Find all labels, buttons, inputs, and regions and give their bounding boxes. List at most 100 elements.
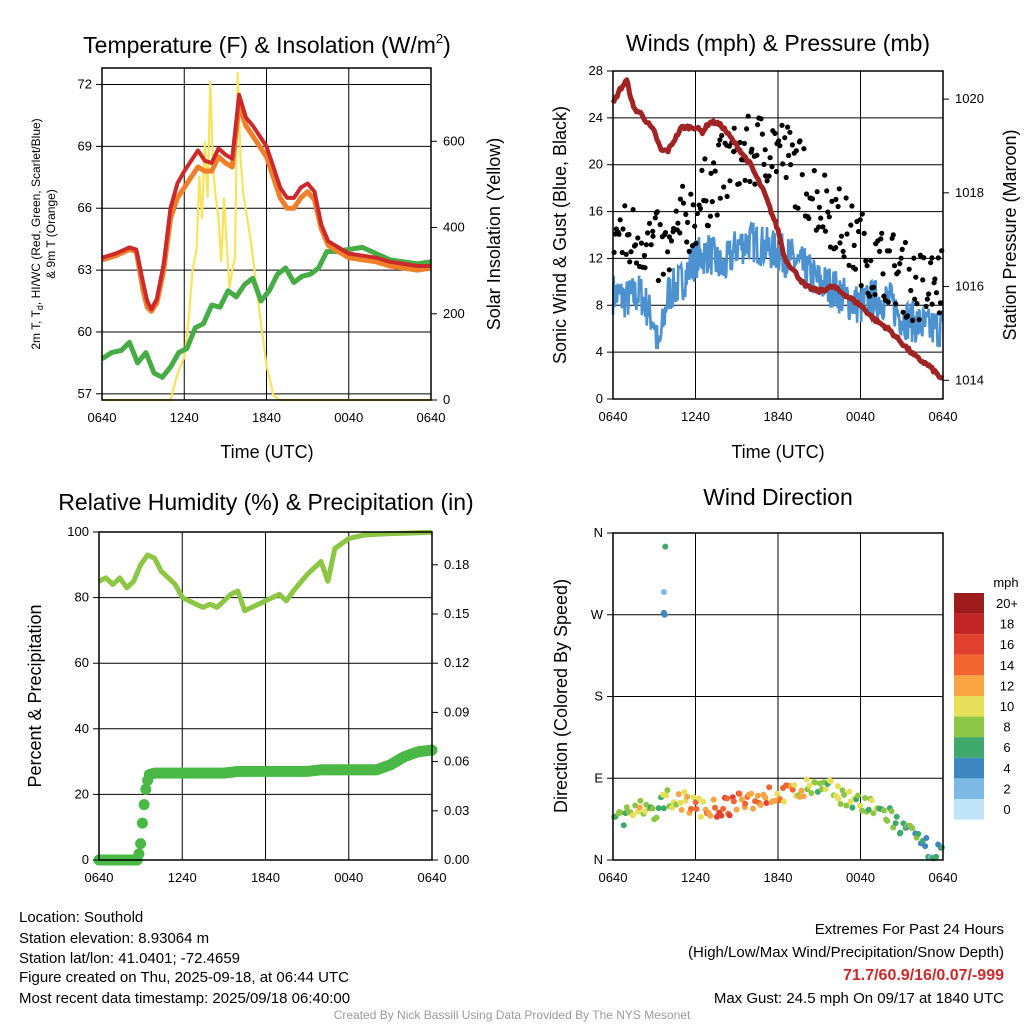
direction-point <box>909 825 916 832</box>
gust-point <box>921 255 927 261</box>
direction-point <box>663 792 669 799</box>
gust-point <box>717 137 723 143</box>
humidity-y2-tick-label: 0.18 <box>444 557 469 572</box>
gust-point <box>908 287 914 294</box>
direction-point <box>834 783 841 790</box>
gust-point <box>913 274 919 280</box>
gust-point <box>816 204 823 210</box>
gust-point <box>833 245 839 251</box>
direction-point <box>660 805 667 812</box>
gust-point <box>786 152 792 159</box>
colorbar-swatch <box>954 716 984 738</box>
colorbar-swatch <box>954 593 984 614</box>
colorbar-title: mph <box>993 575 1018 590</box>
direction-point <box>623 804 630 811</box>
gust-point <box>935 255 941 261</box>
humidity-y-tick-label: 20 <box>75 786 89 801</box>
gust-point <box>897 261 903 267</box>
gust-point <box>811 168 817 174</box>
direction-point <box>897 829 904 836</box>
temperature-y-tick-label: 72 <box>78 76 92 91</box>
colorbar-swatch <box>954 778 984 799</box>
gust-point <box>893 301 899 307</box>
gust-point <box>861 230 867 236</box>
gust-point <box>789 142 796 148</box>
gust-point <box>868 258 874 264</box>
gust-point <box>799 172 805 178</box>
temperature-y-axis-label-line2: & 9m T (Orange) <box>44 189 58 279</box>
gust-point <box>692 223 698 229</box>
direction-y-tick-label: E <box>594 770 603 785</box>
gust-point <box>745 113 751 119</box>
precipitation-point <box>138 799 150 811</box>
direction-point <box>684 793 691 800</box>
gust-point <box>741 140 748 146</box>
wind-panel-title: Winds (mph) & Pressure (mb) <box>626 30 930 56</box>
gust-point <box>783 174 789 181</box>
direction-point <box>688 805 694 812</box>
direction-point <box>636 804 643 811</box>
direction-point <box>720 805 727 812</box>
gust-point <box>747 178 753 185</box>
precipitation-point <box>136 817 148 829</box>
gust-point <box>818 215 824 221</box>
direction-point <box>843 802 850 809</box>
humidity-ticks: 0640 1240 1840 0040 0640 0 20 40 60 80 100 0.00 0.03… <box>67 524 469 885</box>
direction-point <box>865 806 872 813</box>
humidity-grid <box>98 531 433 861</box>
wind-x-tick-label: 0640 <box>599 409 628 424</box>
direction-point <box>888 808 895 815</box>
station-latlon: Station lat/lon: 41.0401; -72.4659 <box>19 950 240 967</box>
wind-y-axis-label: Sonic Wind & Gust (Blue, Black) <box>550 106 570 364</box>
direction-point <box>681 789 688 795</box>
temperature-x-tick-label: 0640 <box>88 410 117 425</box>
gust-point <box>635 235 641 241</box>
gust-point <box>803 191 810 197</box>
wind-x-tick-label: 1840 <box>764 409 793 424</box>
gust-point <box>837 240 843 246</box>
gust-point <box>708 170 714 176</box>
relative-humidity-line <box>97 529 433 614</box>
gust-point <box>686 248 692 254</box>
direction-point <box>653 814 660 821</box>
wind-plot-frame <box>612 70 944 400</box>
direction-point <box>803 776 810 783</box>
wind-y-tick-label: 28 <box>589 63 603 78</box>
direction-point <box>763 800 770 806</box>
direction-y-tick-label: S <box>594 689 603 704</box>
gust-point <box>772 130 778 136</box>
wind-ticks: 0640 1240 1840 0040 0640 0 4 8 12 16 20 24 28 1014 101… <box>589 63 984 424</box>
gust-point <box>833 196 839 202</box>
humidity-panel: Relative Humidity (%) & Precipitation (i… <box>25 489 474 885</box>
direction-point <box>800 793 807 800</box>
direction-point <box>846 788 853 795</box>
direction-point <box>678 806 685 813</box>
gust-point <box>843 195 849 201</box>
gust-point <box>936 310 943 316</box>
direction-point <box>762 794 769 801</box>
temperature-y-tick-label: 60 <box>78 324 92 339</box>
direction-point <box>847 798 854 805</box>
gust-point <box>660 271 666 277</box>
gust-point <box>769 164 775 170</box>
wind-y-tick-label: 16 <box>589 204 603 219</box>
gust-point <box>780 161 786 167</box>
gust-point <box>680 200 687 206</box>
gust-point <box>680 183 686 189</box>
gust-point <box>717 195 723 201</box>
gust-point <box>688 191 694 197</box>
wind-y-tick-label: 20 <box>589 157 603 172</box>
humidity-y2-tick-label: 0.12 <box>444 655 469 670</box>
gust-point <box>895 269 901 275</box>
direction-point <box>736 790 743 797</box>
gust-point <box>838 233 845 239</box>
direction-point <box>789 786 796 793</box>
gust-point <box>836 186 842 192</box>
colorbar-label: 16 <box>1000 637 1014 652</box>
gust-point <box>797 138 803 144</box>
gust-point <box>863 258 869 264</box>
gust-point <box>859 211 865 217</box>
extremes-title: Extremes For Past 24 Hours <box>815 921 1004 938</box>
humidity-plot-frame <box>98 531 433 861</box>
